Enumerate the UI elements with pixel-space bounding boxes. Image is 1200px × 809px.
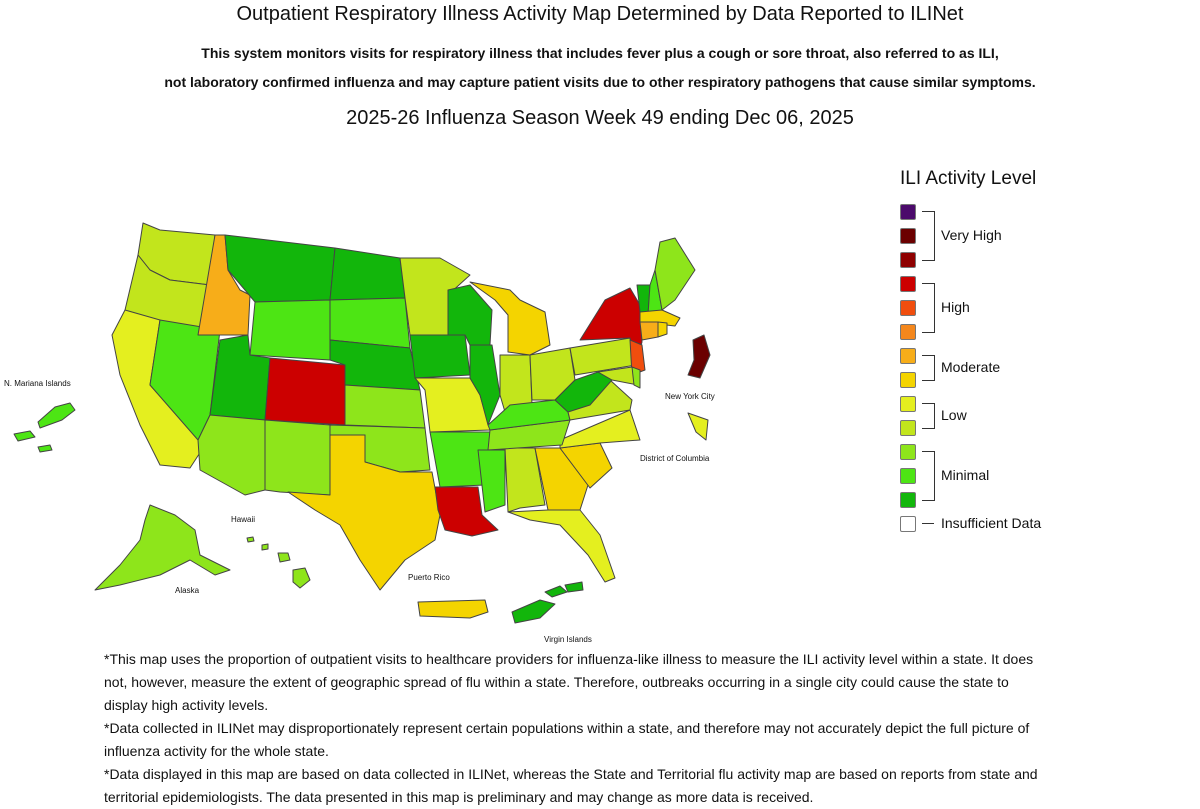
puerto-rico[interactable]	[417, 599, 489, 619]
state-hi-3[interactable]	[261, 543, 269, 551]
legend-bracket	[922, 451, 935, 501]
legend-swatch	[900, 300, 916, 316]
mariana-island-1[interactable]	[37, 402, 76, 429]
mariana-island-2[interactable]	[13, 430, 36, 442]
label-nyc: New York City	[665, 392, 715, 401]
virgin-island-1[interactable]	[511, 599, 556, 624]
state-la[interactable]	[434, 486, 499, 537]
legend-swatch	[900, 444, 916, 460]
state-al[interactable]	[504, 447, 546, 513]
season-heading: 2025-26 Influenza Season Week 49 ending …	[346, 107, 854, 129]
state-de[interactable]	[631, 366, 641, 389]
label-hawaii: Hawaii	[231, 515, 255, 524]
legend-swatch	[900, 228, 916, 244]
footnote-1: *This map uses the proportion of outpati…	[104, 651, 1034, 713]
state-mi[interactable]	[469, 281, 551, 356]
map-title: Outpatient Respiratory Illness Activity …	[236, 3, 964, 25]
legend-bracket	[922, 283, 935, 333]
state-ga[interactable]	[534, 447, 589, 511]
legend-swatch	[900, 276, 916, 292]
dc-inset[interactable]	[687, 412, 709, 441]
state-ia[interactable]	[409, 334, 471, 379]
legend-swatch	[900, 252, 916, 268]
label-puerto-rico: Puerto Rico	[408, 573, 450, 582]
legend-label: Minimal	[941, 467, 990, 483]
legend-dash	[922, 523, 934, 524]
subtitle-line-1: This system monitors visits for respirat…	[201, 45, 999, 61]
state-nc[interactable]	[559, 409, 641, 449]
label-alaska: Alaska	[175, 586, 200, 595]
label-mariana: N. Mariana Islands	[4, 379, 71, 388]
legend-label-insufficient: Insufficient Data	[941, 515, 1042, 531]
label-dc: District of Columbia	[640, 454, 710, 463]
legend-swatch	[900, 468, 916, 484]
legend-bracket	[922, 211, 935, 261]
subtitle-line-2: not laboratory confirmed influenza and m…	[164, 74, 1036, 90]
virgin-island-3[interactable]	[564, 581, 584, 593]
state-ak[interactable]	[94, 504, 231, 591]
nyc-inset[interactable]	[687, 334, 711, 379]
legend-swatch-insufficient	[900, 516, 916, 532]
us-ili-map: N. Mariana Islands Alaska Hawaii Puerto …	[4, 222, 715, 644]
footnote-2: *Data collected in ILINet may disproport…	[104, 720, 1030, 759]
footnote-3: *Data displayed in this map are based on…	[104, 766, 1038, 805]
legend-swatch	[900, 396, 916, 412]
state-hi-1[interactable]	[292, 567, 311, 589]
legend-label: Very High	[941, 227, 1002, 243]
state-ct[interactable]	[639, 321, 659, 341]
label-virgin-islands: Virgin Islands	[544, 635, 592, 644]
state-nd[interactable]	[329, 247, 406, 301]
state-hi-2[interactable]	[277, 552, 291, 563]
footnotes: *This map uses the proportion of outpati…	[104, 648, 1054, 809]
legend-label: Moderate	[941, 359, 1001, 375]
legend-label: Low	[941, 407, 967, 423]
state-ri[interactable]	[657, 321, 668, 338]
state-sd[interactable]	[329, 297, 411, 349]
state-nj[interactable]	[629, 339, 646, 376]
legend: ILI Activity Level Very High High Moderate…	[900, 168, 1160, 532]
state-nm[interactable]	[264, 419, 331, 496]
legend-swatch	[900, 348, 916, 364]
state-me[interactable]	[654, 237, 696, 311]
state-co[interactable]	[264, 357, 346, 426]
virgin-island-2[interactable]	[544, 585, 568, 598]
state-fl[interactable]	[507, 509, 616, 583]
state-ms[interactable]	[477, 449, 506, 513]
legend-bracket	[922, 355, 935, 381]
legend-title: ILI Activity Level	[900, 168, 1037, 189]
legend-swatch	[900, 204, 916, 220]
legend-swatch	[900, 372, 916, 388]
legend-swatch	[900, 492, 916, 508]
state-az[interactable]	[197, 414, 266, 496]
state-tx[interactable]	[287, 434, 441, 591]
state-hi-4[interactable]	[246, 536, 255, 543]
legend-swatch	[900, 324, 916, 340]
state-wy[interactable]	[249, 299, 331, 361]
legend-label: High	[941, 299, 970, 315]
legend-bracket	[922, 403, 935, 429]
state-ks[interactable]	[344, 384, 426, 429]
mariana-island-3[interactable]	[37, 444, 53, 453]
legend-swatch	[900, 420, 916, 436]
